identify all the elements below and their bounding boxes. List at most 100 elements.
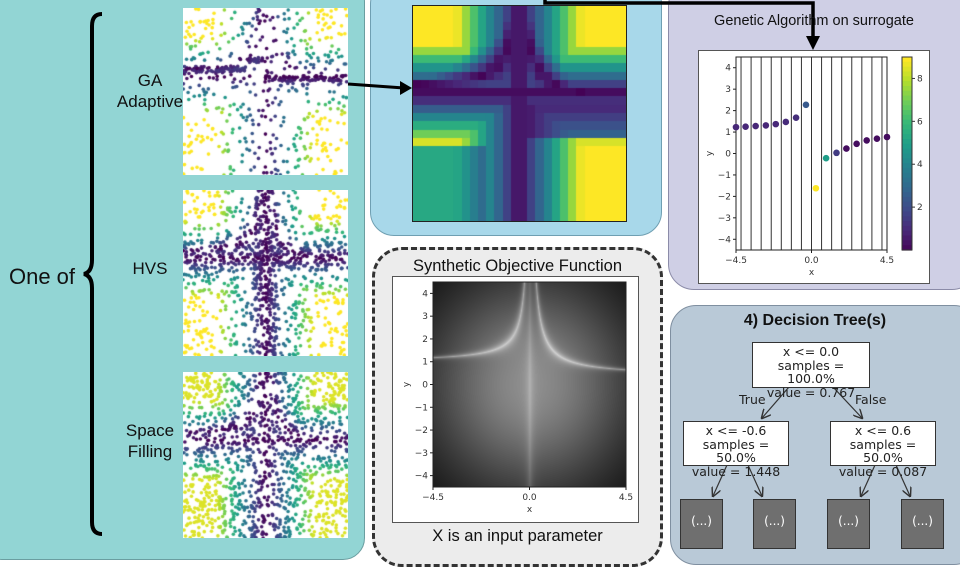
colorbar-segment bbox=[902, 153, 912, 159]
tree-title: 4) Decision Tree(s) bbox=[743, 312, 887, 329]
method-label-ga-adaptive: GA Adaptive bbox=[112, 70, 188, 112]
colorbar-segment bbox=[902, 192, 912, 198]
ga-individual-point bbox=[762, 122, 770, 129]
colorbar-segment bbox=[902, 143, 912, 150]
colorbar-segment bbox=[902, 235, 912, 241]
node-samples: samples = 100.0% bbox=[777, 357, 845, 386]
colorbar-segment bbox=[902, 139, 912, 145]
node-value: value = 0.087 bbox=[838, 463, 928, 479]
ga-xlabel: x bbox=[809, 268, 815, 278]
ga-title: Genetic Algorithm on surrogate bbox=[714, 13, 914, 29]
objective-ylabel: y bbox=[402, 381, 412, 387]
colorbar-tick-label: 4 bbox=[917, 160, 923, 170]
ga-individual-point bbox=[732, 123, 740, 131]
colorbar-segment bbox=[902, 245, 912, 251]
colorbar-segment bbox=[902, 57, 912, 63]
colorbar-segment bbox=[902, 85, 912, 92]
method-label-line1: GA bbox=[137, 71, 163, 90]
objective-ytick-label: 3 bbox=[422, 312, 428, 322]
colorbar-segment bbox=[902, 172, 912, 179]
node-samples: samples = 50.0% bbox=[849, 436, 917, 465]
colorbar-segment bbox=[902, 71, 912, 77]
ga-ytick-label: 0 bbox=[725, 150, 731, 160]
ga-individual-point bbox=[782, 118, 790, 126]
surrogate-heatmap bbox=[412, 5, 627, 222]
objective-function-image bbox=[433, 282, 626, 487]
colorbar-segment bbox=[902, 124, 912, 130]
true-edge-label: True bbox=[739, 392, 766, 407]
ga-plot-frame bbox=[698, 50, 930, 284]
objective-ytick-label: −4 bbox=[415, 472, 429, 482]
ga-ytick-label: −4 bbox=[718, 235, 732, 245]
node-condition: x <= 0.6 bbox=[854, 423, 912, 438]
ga-ytick-label: 4 bbox=[725, 64, 731, 74]
colorbar-segment bbox=[902, 182, 912, 188]
ga-xtick-label: −4.5 bbox=[725, 256, 747, 266]
method-label-space-filling: Space Filling bbox=[112, 420, 188, 462]
ga-ytick-label: −3 bbox=[718, 214, 731, 224]
tree-leaf-collapsed[interactable]: (...) bbox=[753, 499, 796, 549]
ga-individual-point bbox=[822, 154, 830, 162]
ga-individual-point bbox=[833, 149, 840, 157]
tree-leaf-collapsed[interactable]: (...) bbox=[827, 499, 870, 549]
ga-individual-point bbox=[873, 135, 881, 143]
ga-individual-point bbox=[802, 101, 810, 109]
ga-individual-point bbox=[752, 122, 759, 130]
colorbar-segment bbox=[902, 61, 912, 68]
colorbar-segment bbox=[902, 163, 912, 169]
tree-node-left[interactable]: x <= -0.6 samples = 50.0% value = 1.448 bbox=[683, 421, 789, 478]
colorbar-frame bbox=[901, 56, 913, 251]
colorbar-tick-label: 8 bbox=[917, 74, 923, 84]
ga-adaptive-samples-plot bbox=[183, 8, 348, 175]
node-value: value = 0.767 bbox=[766, 384, 856, 400]
colorbar-segment bbox=[902, 148, 912, 155]
ga-individual-point bbox=[812, 184, 820, 192]
objective-xtick-label: 4.5 bbox=[619, 493, 633, 503]
colorbar-segment bbox=[902, 134, 912, 140]
colorbar-segment bbox=[902, 167, 912, 174]
ga-ytick-label: −2 bbox=[718, 192, 731, 202]
objective-xtick-label: 0.0 bbox=[522, 493, 537, 503]
hvs-samples-plot bbox=[183, 190, 348, 356]
colorbar-segment bbox=[902, 225, 912, 232]
objective-ytick-label: 0 bbox=[422, 381, 428, 391]
colorbar-segment bbox=[902, 76, 912, 82]
colorbar-segment bbox=[902, 211, 912, 217]
node-value: value = 1.448 bbox=[691, 463, 781, 479]
ga-scatter-chart: −4.5 0.0 4.5 4 3 2 1 0 −1 −2 −3 −4 x y 2 4 6 8 bbox=[705, 56, 923, 278]
colorbar-segment bbox=[902, 216, 912, 222]
colorbar-segment bbox=[902, 201, 912, 208]
objective-ytick-label: 1 bbox=[422, 358, 428, 368]
colorbar-segment bbox=[902, 196, 912, 203]
method-label-line2: Adaptive bbox=[116, 92, 184, 111]
ga-individual-point bbox=[863, 137, 870, 144]
colorbar-segment bbox=[902, 66, 912, 73]
tree-leaf-collapsed[interactable]: (...) bbox=[680, 499, 723, 549]
objective-caption: X is an input parameter bbox=[432, 527, 603, 545]
colorbar-segment bbox=[902, 100, 912, 106]
ga-ytick-label: 2 bbox=[725, 107, 731, 117]
colorbar-segment bbox=[902, 187, 912, 193]
ga-individual-point bbox=[853, 140, 860, 148]
space-filling-samples-plot bbox=[183, 372, 348, 538]
objective-ytick-label: −1 bbox=[415, 403, 428, 413]
ga-individual-point bbox=[883, 133, 891, 141]
tree-node-root[interactable]: x <= 0.0 samples = 100.0% value = 0.767 bbox=[752, 342, 870, 399]
ga-ytick-label: −1 bbox=[718, 171, 731, 181]
method-label-hvs: HVS bbox=[132, 259, 168, 278]
objective-ytick-label: −3 bbox=[415, 449, 428, 459]
ga-xtick-label: 4.5 bbox=[880, 256, 894, 266]
objective-axes: −4.5 0.0 4.5 4 3 2 1 0 −1 −2 −3 −4 x y bbox=[402, 281, 633, 515]
ga-individual-point bbox=[792, 114, 800, 121]
tree-node-right[interactable]: x <= 0.6 samples = 50.0% value = 0.087 bbox=[830, 421, 936, 478]
colorbar-segment bbox=[902, 119, 912, 126]
ga-individual-point bbox=[742, 123, 749, 130]
one-of-label: One of bbox=[8, 264, 76, 289]
objective-title: Synthetic Objective Function bbox=[412, 257, 623, 275]
colorbar-segment bbox=[902, 81, 912, 87]
node-samples: samples = 50.0% bbox=[702, 436, 770, 465]
ga-individual-point bbox=[772, 120, 780, 128]
colorbar-segment bbox=[902, 240, 912, 246]
colorbar-tick-label: 2 bbox=[917, 203, 923, 213]
tree-leaf-collapsed[interactable]: (...) bbox=[901, 499, 944, 549]
